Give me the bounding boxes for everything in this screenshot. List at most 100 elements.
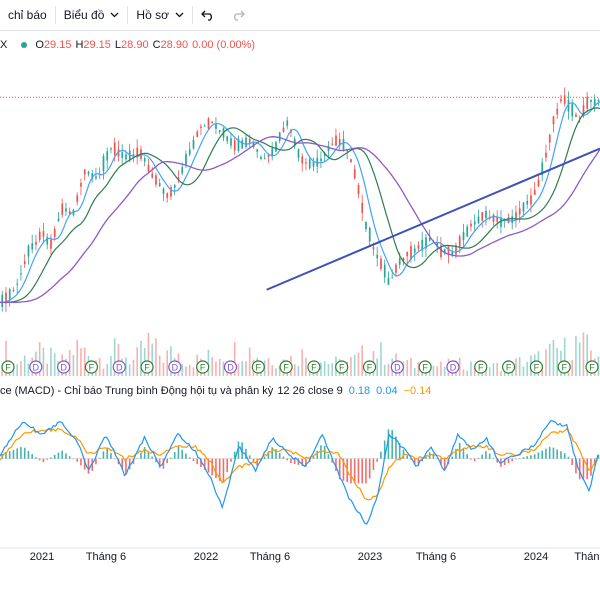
macd-histogram-bar — [533, 454, 536, 459]
candle-body — [5, 292, 7, 304]
indicators-button[interactable]: chỉ báo — [0, 0, 55, 30]
volume-bar — [237, 363, 240, 376]
candle-body — [196, 131, 199, 137]
volume-bar — [50, 347, 52, 376]
candle-body — [466, 226, 469, 237]
volume-bar — [436, 366, 438, 376]
candle-body — [237, 138, 240, 152]
macd-histogram-bar — [143, 447, 146, 459]
macd-params: 12 26 close 9 — [277, 385, 343, 397]
chart-menu-button[interactable]: Biểu đồ — [56, 0, 128, 30]
candle-body — [473, 221, 476, 225]
candle-body — [297, 149, 300, 158]
volume-bar — [462, 369, 465, 376]
event-marker — [140, 360, 154, 374]
candle-body — [166, 193, 169, 198]
volume-bar — [376, 358, 378, 376]
macd-histogram-bar — [121, 458, 123, 470]
chevron-down-icon — [110, 10, 119, 21]
volume-bar — [383, 364, 386, 376]
volume-bar — [458, 357, 461, 376]
macd-histogram-bar — [323, 445, 326, 459]
macd-signal-line — [0, 427, 599, 501]
event-marker — [418, 360, 432, 374]
macd-histogram-bar — [353, 458, 356, 484]
candle-body — [428, 238, 431, 241]
volume-bar — [571, 359, 573, 376]
volume-bar — [466, 370, 468, 376]
event-marker-label: F — [339, 363, 345, 373]
candle-body — [218, 130, 221, 133]
toolbar-divider — [54, 6, 56, 24]
macd-histogram-bar — [425, 456, 427, 459]
candle-body — [38, 231, 41, 240]
event-marker — [29, 360, 43, 374]
candle-body — [462, 232, 465, 241]
macd-histogram-bar — [226, 458, 228, 473]
volume-bar — [421, 370, 423, 376]
macd-histogram-bar — [263, 456, 266, 459]
x-axis-tick-label: Tháng 6 — [416, 551, 456, 563]
symbol-ticker[interactable]: X — [0, 39, 8, 51]
macd-histogram-bar — [571, 458, 573, 466]
macd-histogram-bar — [466, 454, 468, 459]
profile-menu-button[interactable]: Hồ sơ — [128, 0, 192, 30]
low-value: 28.90 — [121, 39, 149, 51]
macd-histogram-bar — [275, 449, 277, 459]
candle-body — [470, 223, 472, 227]
macd-histogram-bar — [207, 458, 210, 473]
candle-body — [50, 239, 52, 249]
candle-body — [233, 140, 236, 151]
macd-histogram-bar — [170, 457, 172, 459]
macd-title[interactable]: ce (MACD) - Chỉ báo Trung bình Động hội … — [0, 385, 274, 397]
volume-bar — [305, 357, 307, 376]
macd-histogram-bar — [496, 458, 498, 463]
candle-body — [571, 103, 574, 117]
macd-histogram-bar — [301, 458, 303, 466]
candle-body — [110, 148, 112, 150]
candle-body — [263, 158, 266, 160]
event-marker — [168, 360, 182, 374]
candle-body — [181, 167, 184, 174]
candle-body — [192, 139, 195, 149]
macd-histogram-bar — [492, 458, 495, 459]
volume-bar — [357, 352, 360, 376]
volume-bar — [492, 363, 495, 376]
redo-button[interactable] — [223, 0, 253, 30]
volume-bar — [218, 358, 221, 376]
candle-body — [526, 200, 529, 205]
event-marker — [307, 360, 321, 374]
volume-bar — [1, 365, 3, 376]
high-label: H — [75, 39, 84, 51]
candle-body — [597, 99, 600, 102]
x-axis-tick-label: Tháng 6 — [86, 551, 126, 563]
candle-body — [590, 99, 592, 102]
volume-bar — [222, 361, 225, 376]
candle-body — [451, 251, 454, 256]
candle-body — [46, 237, 49, 245]
candle-body — [560, 99, 562, 102]
chart-menu-label: Biểu đồ — [63, 8, 105, 22]
signal-value: 0.04 — [376, 385, 398, 397]
candle-body — [477, 216, 480, 224]
macd-histogram-bar — [305, 458, 307, 467]
macd-histogram-bar — [237, 441, 240, 459]
volume-bar — [76, 339, 78, 376]
macd-legend: ce (MACD) - Chỉ báo Trung bình Động hội … — [0, 383, 431, 399]
candle-body — [185, 154, 187, 166]
macd-histogram-bar — [387, 429, 390, 459]
volume-bar — [350, 357, 352, 376]
volume-bar — [432, 365, 435, 376]
macd-histogram-bar — [241, 442, 243, 459]
candle-body — [320, 158, 322, 162]
macd-histogram-bar — [27, 450, 30, 459]
low-label: L — [114, 39, 122, 51]
x-axis-tick-label: 2022 — [194, 551, 218, 563]
candle-body — [106, 151, 109, 161]
macd-histogram-bar — [410, 458, 412, 460]
price-chart[interactable]: F D D F D F D F D F F F F F D F D F F F F F 2021 Tháng 6 2022 Th… — [0, 31, 600, 600]
macd-histogram-bar — [560, 451, 562, 459]
event-marker — [251, 360, 265, 374]
macd-histogram-bar — [185, 453, 187, 459]
undo-button[interactable] — [193, 0, 223, 30]
